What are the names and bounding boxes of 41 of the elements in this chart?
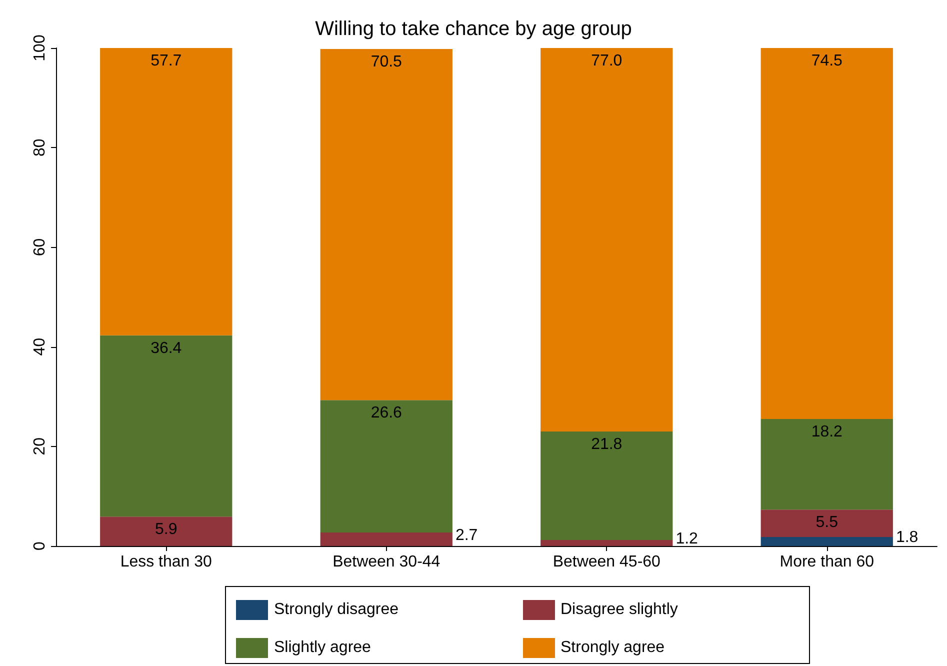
x-tick-label: More than 60 <box>780 554 874 570</box>
y-tick-label: 0 <box>32 541 48 550</box>
bar <box>320 48 452 400</box>
bar <box>760 537 893 546</box>
bar <box>540 540 673 546</box>
y-tick-label: 80 <box>32 138 48 156</box>
data-label: 36.4 <box>150 340 182 357</box>
legend-label: Slightly agree <box>274 639 371 657</box>
bar <box>760 510 893 538</box>
bar <box>100 48 232 336</box>
data-label: 5.5 <box>816 514 838 532</box>
x-tick-label: Less than 30 <box>120 554 212 570</box>
data-label: 74.5 <box>811 52 843 70</box>
legend-label: Disagree slightly <box>560 601 678 619</box>
y-tick-label: 100 <box>32 34 48 62</box>
bar <box>320 400 452 533</box>
data-label: 1.2 <box>676 530 698 548</box>
data-label: 57.7 <box>150 52 182 70</box>
y-tick-label: 20 <box>32 437 48 456</box>
bar <box>540 48 673 432</box>
bar <box>760 419 893 510</box>
data-label: 1.8 <box>896 529 918 546</box>
bar <box>100 335 232 517</box>
bar <box>760 48 893 420</box>
data-label: 5.9 <box>155 521 178 538</box>
bar <box>540 431 673 540</box>
bar <box>100 516 232 546</box>
data-label: 26.6 <box>370 404 402 422</box>
data-label: 2.7 <box>455 526 478 544</box>
legend-label: Strongly agree <box>560 639 665 657</box>
data-label: 21.8 <box>591 436 622 453</box>
x-tick-label: Between 30-44 <box>332 554 440 570</box>
chart-title: Willing to take chance by age group <box>315 18 632 40</box>
y-tick-label: 40 <box>32 338 48 356</box>
y-tick-label: 60 <box>32 238 48 256</box>
data-label: 77.0 <box>591 52 622 70</box>
data-label: 70.5 <box>370 53 402 70</box>
bar <box>320 532 452 546</box>
legend-label: Strongly disagree <box>274 601 399 619</box>
data-label: 18.2 <box>811 424 843 441</box>
x-tick-label: Between 45-60 <box>552 554 661 570</box>
